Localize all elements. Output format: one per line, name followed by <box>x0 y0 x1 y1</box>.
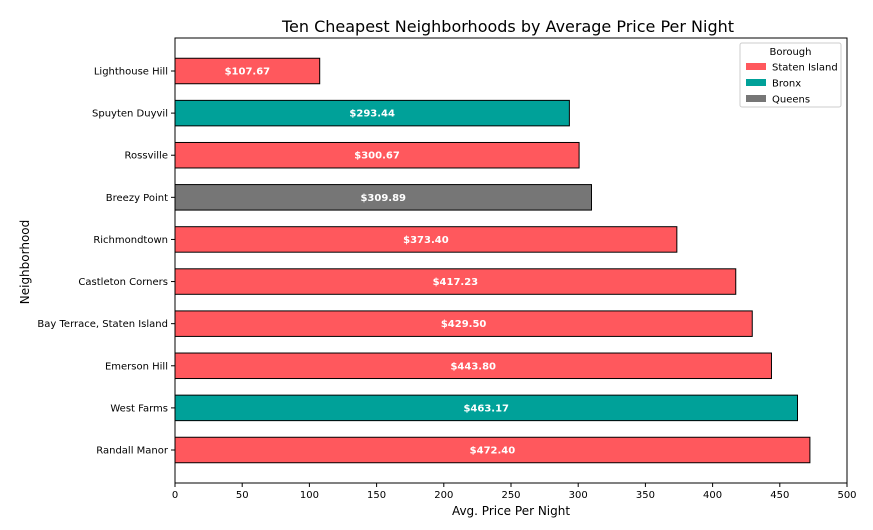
bar <box>174 310 753 337</box>
data-label: $463.17 <box>463 403 509 414</box>
x-tick-label: 50 <box>236 490 249 501</box>
x-tick-label: 250 <box>501 490 520 501</box>
x-tick-label: 400 <box>703 490 722 501</box>
legend-title: Borough <box>769 47 811 58</box>
bar <box>174 394 799 422</box>
legend-box <box>739 42 842 108</box>
data-label: $429.50 <box>441 319 487 330</box>
x-tick-label: 450 <box>770 490 789 501</box>
y-tick-label: Richmondtown <box>93 235 168 246</box>
legend-entry-label: Staten Island <box>772 63 838 74</box>
x-tick-label: 100 <box>300 490 319 501</box>
axes-frame <box>174 37 848 484</box>
x-tick-label: 150 <box>367 490 386 501</box>
y-tick-label: West Farms <box>110 403 168 414</box>
legend-entry-label: Queens <box>772 95 810 106</box>
bar <box>174 57 321 85</box>
plot-area: $107.67 Lighthouse Hill $293.44 Spuyten Duy… <box>37 37 857 501</box>
data-label: $373.40 <box>403 235 449 246</box>
y-tick-label: Spuyten Duyvil <box>92 109 168 120</box>
legend-swatch <box>746 79 766 86</box>
data-label: $309.89 <box>360 193 406 204</box>
x-tick-label: 0 <box>172 490 178 501</box>
bar <box>174 352 772 380</box>
y-tick-label: Emerson Hill <box>105 361 168 372</box>
y-tick-label: Rossville <box>125 151 168 162</box>
y-tick-label: Bay Terrace, Staten Island <box>37 319 168 330</box>
y-tick-label: Castleton Corners <box>78 277 168 288</box>
data-label: $472.40 <box>470 446 516 457</box>
x-tick-label: 350 <box>636 490 655 501</box>
legend-swatch <box>746 63 766 70</box>
x-tick-label: 200 <box>434 490 453 501</box>
bar <box>174 184 592 211</box>
x-tick-label: 300 <box>569 490 588 501</box>
legend-swatch <box>746 95 766 102</box>
x-axis-label: Avg. Price Per Night <box>452 504 570 518</box>
y-axis-label: Neighborhood <box>18 220 32 305</box>
data-label: $293.44 <box>349 109 395 120</box>
y-tick-label: Breezy Point <box>106 193 168 204</box>
data-label: $417.23 <box>433 277 479 288</box>
data-label: $107.67 <box>225 67 271 78</box>
x-tick-label: 500 <box>837 490 856 501</box>
legend: Borough Staten Island Bronx Queens <box>739 42 842 108</box>
bar <box>174 99 570 127</box>
chart-title: Ten Cheapest Neighborhoods by Average Pr… <box>281 17 734 36</box>
data-label: $300.67 <box>354 151 400 162</box>
bar <box>174 436 811 464</box>
bar <box>174 268 737 295</box>
data-label: $443.80 <box>450 361 496 372</box>
legend-entry-label: Bronx <box>772 79 801 90</box>
y-tick-label: Randall Manor <box>96 446 169 457</box>
y-tick-label: Lighthouse Hill <box>94 67 168 78</box>
